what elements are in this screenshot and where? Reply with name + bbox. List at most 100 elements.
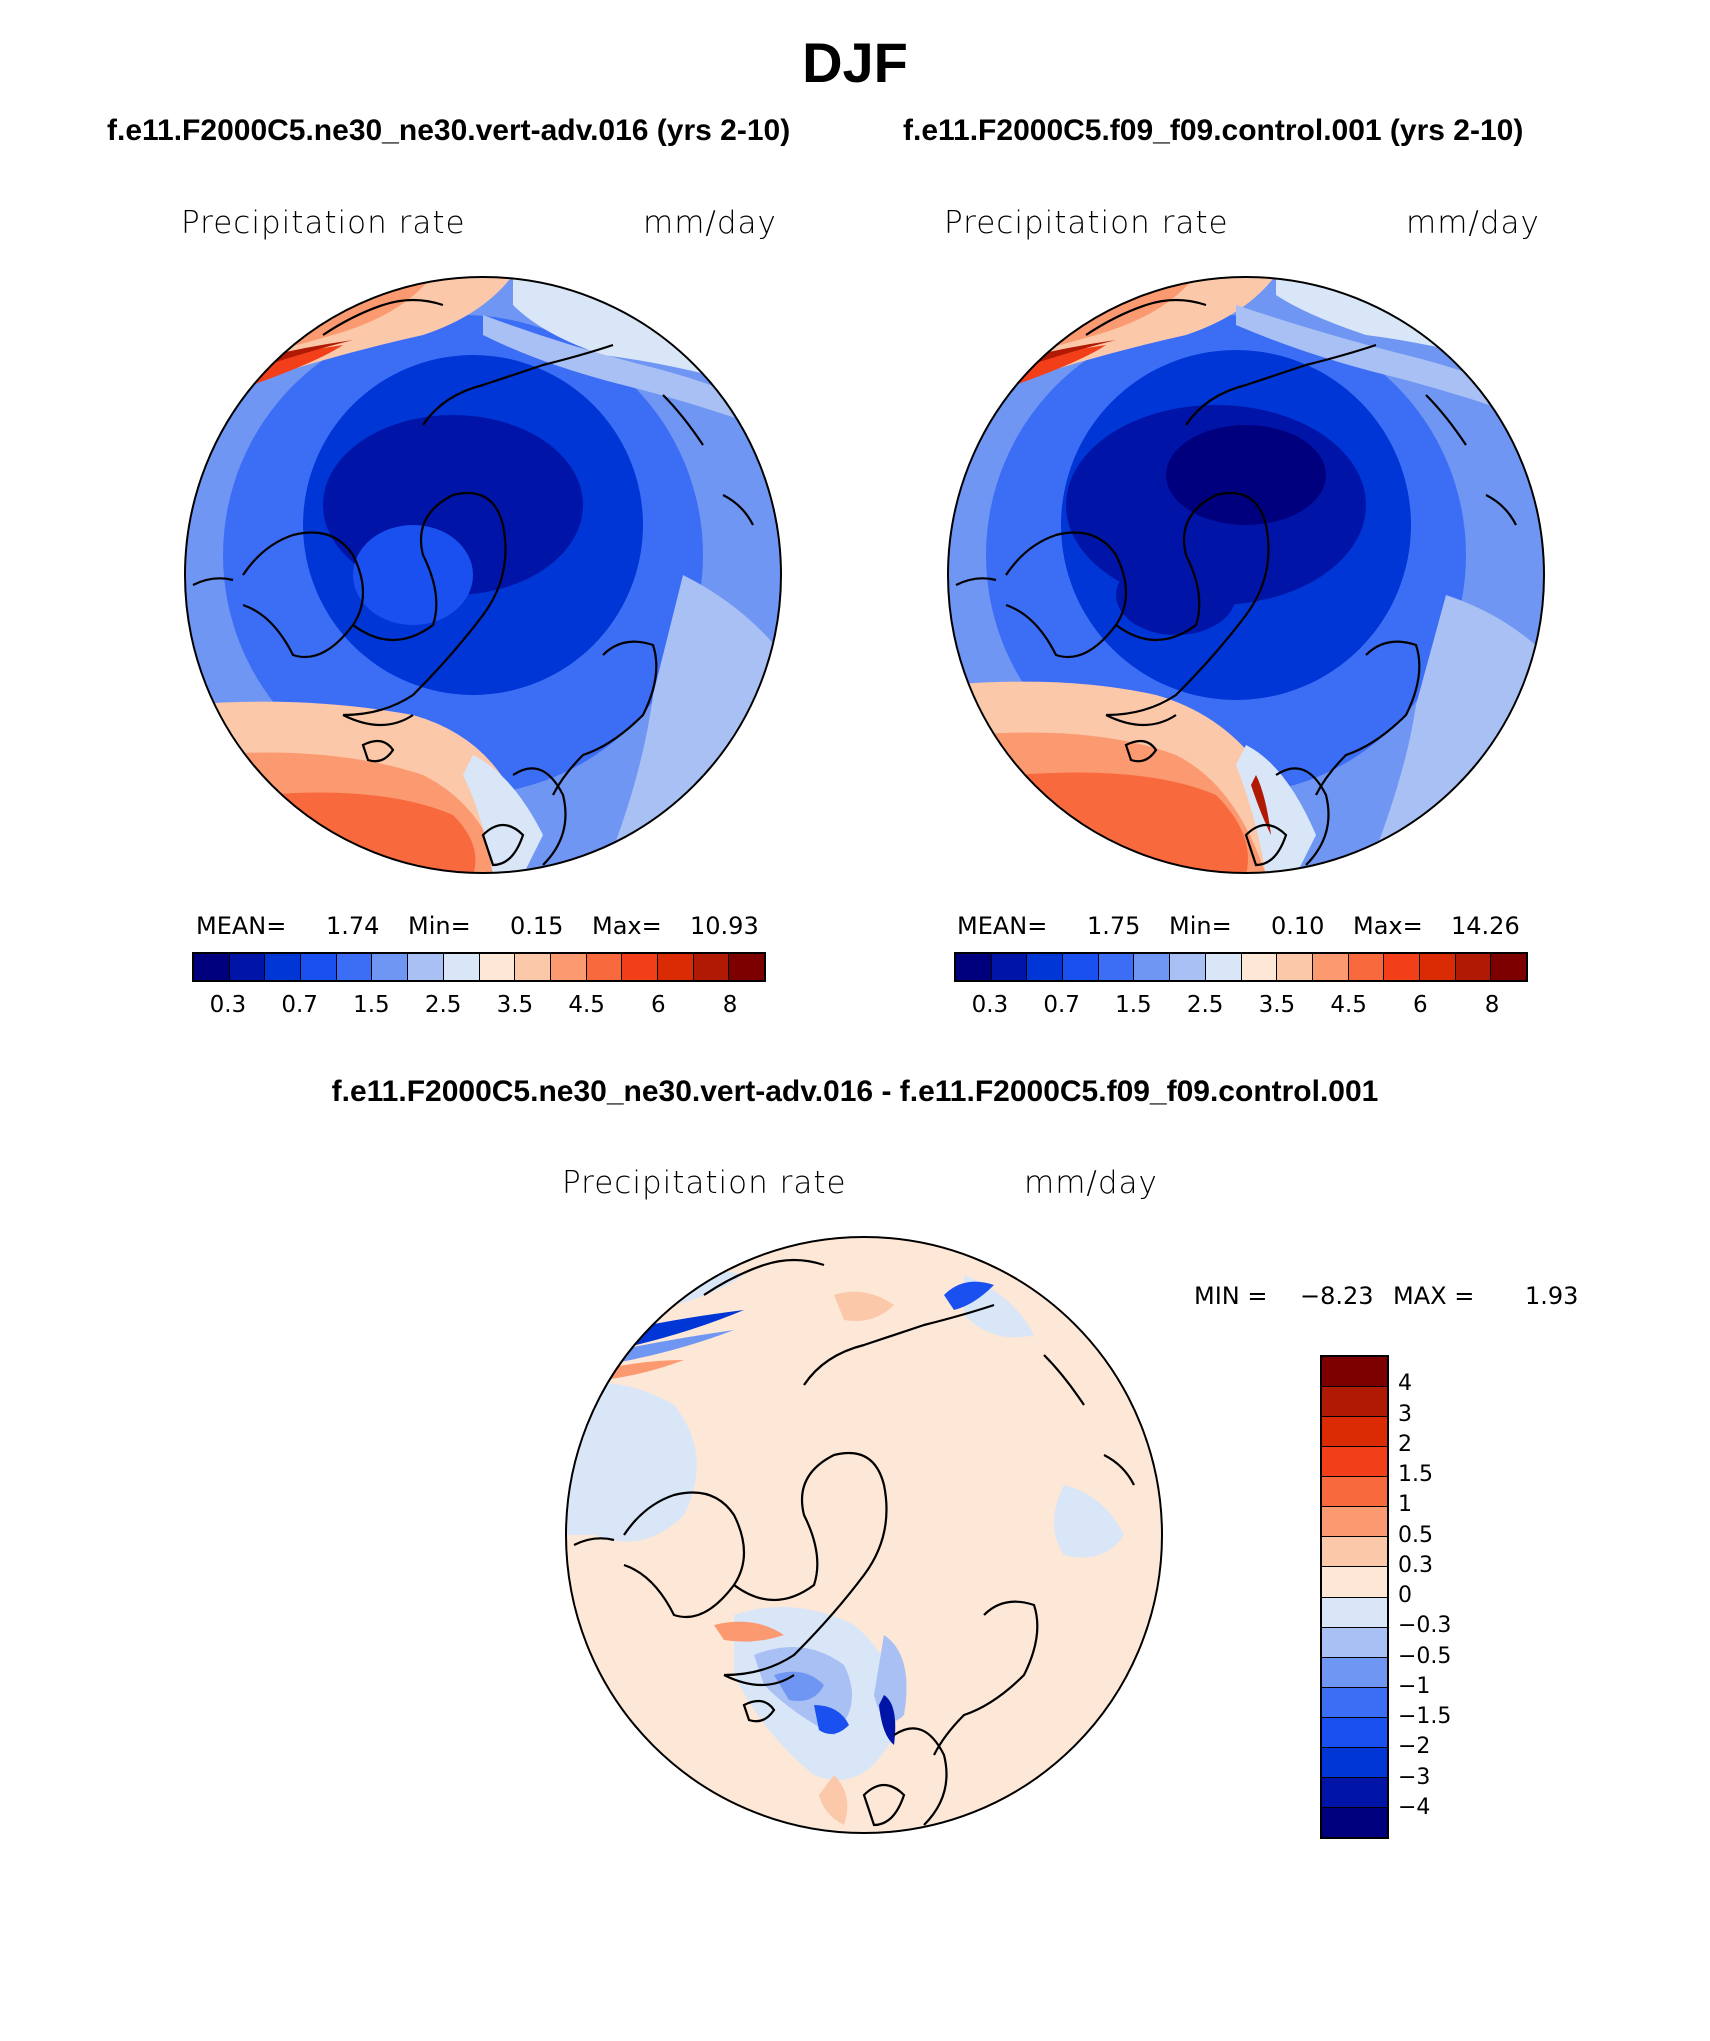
colorbar-right-color-10 bbox=[1312, 954, 1349, 980]
colorbar-diff-color-5 bbox=[1322, 1507, 1387, 1538]
colorbar-left-tick-7: 8 bbox=[722, 992, 738, 1018]
colorbar-left-color-15 bbox=[729, 954, 764, 980]
colorbar-left-color-3 bbox=[301, 954, 337, 980]
colorbar-left-color-7 bbox=[443, 954, 480, 980]
min-label-right: Min= bbox=[1169, 912, 1232, 940]
map-right bbox=[947, 276, 1545, 874]
colorbar-left-color-14 bbox=[693, 954, 730, 980]
colorbar-left-color-13 bbox=[657, 954, 694, 980]
max-value-left: 10.93 bbox=[690, 912, 759, 940]
colorbar-right-color-14 bbox=[1455, 954, 1492, 980]
colorbar-diff-color-13 bbox=[1322, 1747, 1387, 1778]
variable-label-diff: Precipitation rate bbox=[562, 1165, 847, 1201]
colorbar-diff-color-6 bbox=[1322, 1537, 1387, 1568]
map-left bbox=[184, 276, 782, 874]
colorbar-diff-tick-3: 1.5 bbox=[1398, 1462, 1433, 1487]
colorbar-diff-color-1 bbox=[1322, 1387, 1387, 1418]
colorbar-right-color-8 bbox=[1241, 954, 1278, 980]
colorbar-right-color-0 bbox=[956, 954, 992, 980]
colorbar-diff-tick-6: 0.3 bbox=[1398, 1552, 1433, 1578]
colorbar-right-tick-6: 6 bbox=[1413, 992, 1428, 1018]
colorbar-diff-tick-10: −1 bbox=[1398, 1673, 1431, 1699]
min-value-right: 0.10 bbox=[1271, 912, 1325, 940]
colorbar-diff-tick-8: −0.3 bbox=[1398, 1613, 1452, 1639]
colorbar-right-color-4 bbox=[1098, 954, 1135, 980]
colorbar-right-tick-5: 4.5 bbox=[1330, 992, 1367, 1018]
units-label-left: mm/day bbox=[643, 205, 777, 241]
colorbar-diff-color-15 bbox=[1322, 1807, 1387, 1837]
diff-min-label: MIN = bbox=[1194, 1282, 1268, 1310]
map-diff bbox=[565, 1236, 1163, 1834]
colorbar-right-color-5 bbox=[1134, 954, 1171, 980]
colorbar-diff-color-8 bbox=[1322, 1597, 1387, 1628]
colorbar-diff-color-2 bbox=[1322, 1417, 1387, 1448]
colorbar-diff bbox=[1320, 1355, 1389, 1839]
mean-value-right: 1.75 bbox=[1087, 912, 1141, 940]
colorbar-right-color-13 bbox=[1419, 954, 1456, 980]
colorbar-right-tick-3: 2.5 bbox=[1186, 992, 1224, 1018]
diff-min-value: −8.23 bbox=[1300, 1282, 1374, 1310]
colorbar-left-color-6 bbox=[408, 954, 444, 980]
colorbar-left-tick-1: 0.7 bbox=[281, 992, 318, 1018]
max-label-right: Max= bbox=[1353, 912, 1423, 940]
colorbar-left-color-8 bbox=[479, 954, 516, 980]
colorbar-right-color-9 bbox=[1277, 954, 1313, 980]
colorbar-right-color-6 bbox=[1170, 954, 1206, 980]
colorbar-left-tick-6: 6 bbox=[651, 992, 666, 1018]
colorbar-left-color-11 bbox=[586, 954, 623, 980]
colorbar-diff-color-3 bbox=[1322, 1447, 1387, 1478]
units-label-right: mm/day bbox=[1406, 205, 1540, 241]
colorbar-left-tick-0: 0.3 bbox=[209, 992, 247, 1018]
colorbar-diff-tick-4: 1 bbox=[1398, 1492, 1412, 1518]
colorbar-ticks-right: 0.3 0.7 1.5 2.5 3.5 4.5 6 8 bbox=[954, 992, 1528, 1022]
colorbar-left bbox=[192, 952, 766, 982]
colorbar-right-tick-1: 0.7 bbox=[1043, 992, 1080, 1018]
colorbar-diff-color-10 bbox=[1322, 1657, 1387, 1688]
colorbar-diff-ticks: 4 3 2 1.5 1 0.5 0.3 0 −0.3 −0.5 −1 −1.5 −2 −3 −4 bbox=[1398, 1355, 1498, 1839]
colorbar-diff-tick-12: −2 bbox=[1398, 1734, 1431, 1760]
colorbar-left-color-12 bbox=[622, 954, 658, 980]
colorbar-diff-tick-0: 4 bbox=[1398, 1371, 1412, 1397]
case-title-right: f.e11.F2000C5.f09_f09.control.001 (yrs 2… bbox=[903, 114, 1524, 147]
colorbar-diff-tick-9: −0.5 bbox=[1398, 1643, 1452, 1669]
diff-title: f.e11.F2000C5.ne30_ne30.vert-adv.016 - f… bbox=[331, 1075, 1379, 1108]
colorbar-left-tick-5: 4.5 bbox=[568, 992, 605, 1018]
colorbar-diff-tick-11: −1.5 bbox=[1398, 1704, 1452, 1729]
mean-label-right: MEAN= bbox=[957, 912, 1048, 940]
diff-max-label: MAX = bbox=[1393, 1282, 1475, 1310]
colorbar-diff-tick-7: 0 bbox=[1398, 1583, 1412, 1608]
colorbar-left-color-10 bbox=[550, 954, 587, 980]
case-title-left: f.e11.F2000C5.ne30_ne30.vert-adv.016 (yr… bbox=[107, 114, 791, 147]
min-value-left: 0.15 bbox=[510, 912, 564, 940]
colorbar-diff-color-7 bbox=[1322, 1567, 1387, 1598]
colorbar-right-color-15 bbox=[1491, 954, 1526, 980]
mean-value-left: 1.74 bbox=[326, 912, 380, 940]
colorbar-diff-color-9 bbox=[1322, 1627, 1387, 1658]
colorbar-right-color-2 bbox=[1027, 954, 1064, 980]
colorbar-ticks-left: 0.3 0.7 1.5 2.5 3.5 4.5 6 8 bbox=[192, 992, 766, 1022]
colorbar-left-color-1 bbox=[229, 954, 266, 980]
max-label-left: Max= bbox=[592, 912, 662, 940]
colorbar-left-color-9 bbox=[515, 954, 551, 980]
colorbar-diff-tick-13: −3 bbox=[1398, 1764, 1431, 1790]
colorbar-left-tick-4: 3.5 bbox=[496, 992, 534, 1018]
colorbar-diff-color-12 bbox=[1322, 1717, 1387, 1748]
colorbar-diff-tick-1: 3 bbox=[1398, 1401, 1412, 1427]
mean-label-left: MEAN= bbox=[196, 912, 287, 940]
colorbar-diff-tick-14: −4 bbox=[1398, 1794, 1431, 1820]
variable-label-left: Precipitation rate bbox=[181, 205, 466, 241]
colorbar-left-color-0 bbox=[194, 954, 230, 980]
figure-title: DJF bbox=[802, 31, 908, 94]
colorbar-right-color-1 bbox=[991, 954, 1028, 980]
colorbar-right-tick-2: 1.5 bbox=[1115, 992, 1152, 1018]
colorbar-left-color-4 bbox=[336, 954, 373, 980]
diff-max-value: 1.93 bbox=[1525, 1282, 1579, 1310]
colorbar-diff-tick-2: 2 bbox=[1398, 1431, 1412, 1457]
colorbar-diff-tick-5: 0.5 bbox=[1398, 1522, 1433, 1548]
colorbar-left-tick-2: 1.5 bbox=[353, 992, 390, 1018]
colorbar-diff-color-14 bbox=[1322, 1777, 1387, 1808]
colorbar-right-color-11 bbox=[1348, 954, 1385, 980]
colorbar-right-tick-7: 8 bbox=[1484, 992, 1500, 1018]
colorbar-left-color-5 bbox=[372, 954, 409, 980]
colorbar-right-tick-4: 3.5 bbox=[1258, 992, 1296, 1018]
